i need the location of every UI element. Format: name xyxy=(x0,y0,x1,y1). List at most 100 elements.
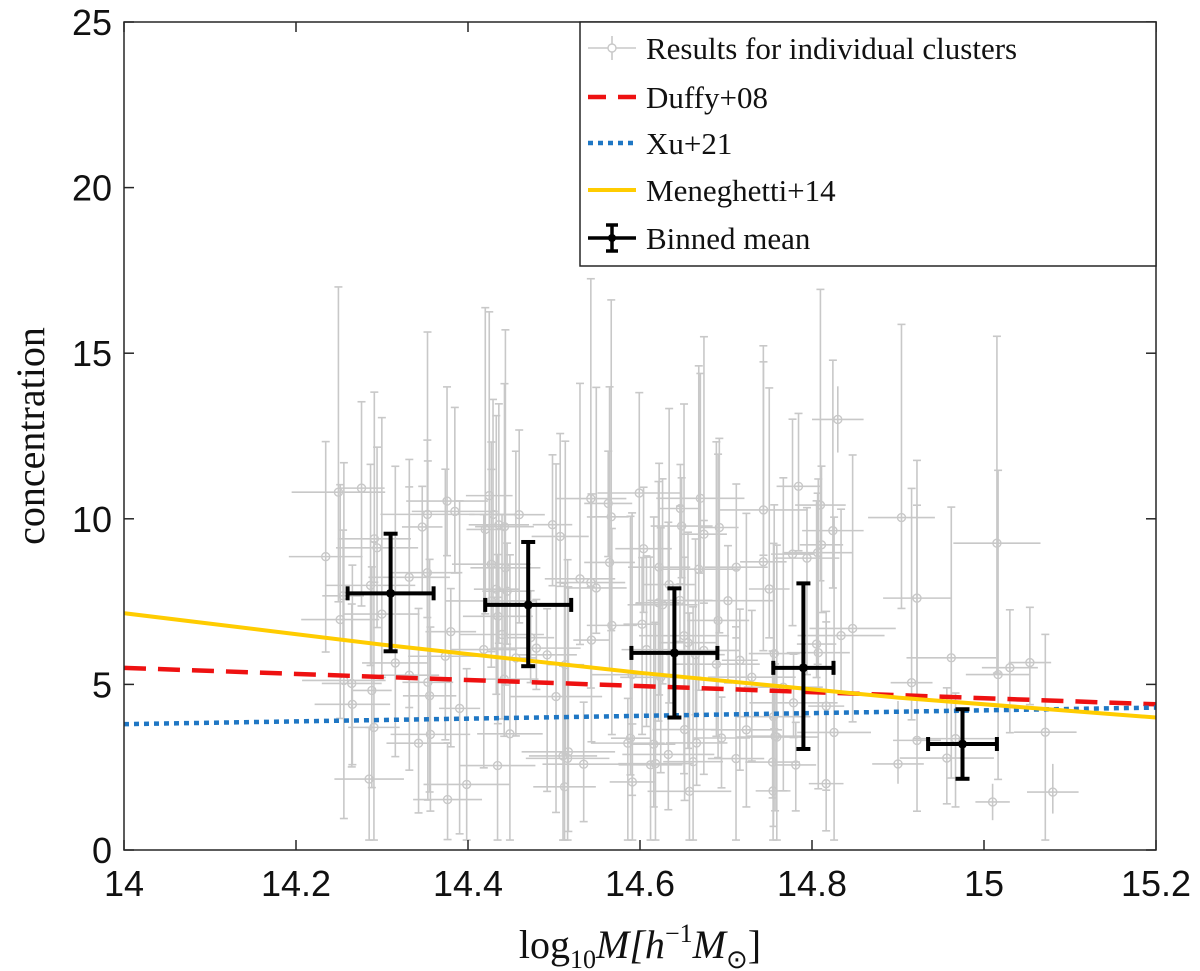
cluster-marker xyxy=(531,643,542,653)
cluster-marker xyxy=(454,703,465,714)
individual-cluster-point xyxy=(390,626,471,812)
individual-cluster-point xyxy=(288,440,363,653)
cluster-marker xyxy=(896,512,907,523)
individual-cluster-point xyxy=(610,515,650,776)
legend-label: Duffy+08 xyxy=(646,80,768,115)
individual-cluster-point xyxy=(682,544,773,684)
individual-cluster-point xyxy=(797,516,872,841)
x-tick-label: 14.6 xyxy=(605,863,675,904)
cluster-marker xyxy=(1005,663,1015,673)
ticks-layer: 14 14.2 14.4 14.6 14.8 15 15.2 0 5 10 15 20 25 xyxy=(72,2,1191,904)
legend: Results for individual clusters Duffy+08 X… xyxy=(579,21,1157,267)
cluster-marker xyxy=(735,655,745,665)
y-tick-label: 20 xyxy=(72,168,112,209)
cluster-marker xyxy=(912,593,922,603)
x-tick-label: 15.2 xyxy=(1121,863,1191,904)
individual-cluster-point xyxy=(809,454,896,723)
individual-cluster-point xyxy=(808,621,845,791)
individual-cluster-point xyxy=(301,483,380,720)
individual-cluster-point xyxy=(291,286,386,603)
individual-cluster-point xyxy=(593,299,629,632)
x-tick-label: 14.4 xyxy=(433,863,503,904)
individual-cluster-point xyxy=(533,582,596,841)
individual-cluster-point xyxy=(812,386,864,453)
cluster-marker xyxy=(731,562,741,572)
individual-cluster-point xyxy=(719,361,808,557)
cluster-marker xyxy=(492,760,503,771)
cluster-marker xyxy=(741,725,752,735)
binned-marker xyxy=(669,648,679,658)
model-curves-layer xyxy=(123,611,1157,727)
binned-mean-point xyxy=(771,581,836,751)
cluster-marker xyxy=(688,756,698,767)
cluster-marker xyxy=(650,758,661,769)
individual-cluster-point xyxy=(872,700,924,784)
cluster-marker xyxy=(695,493,706,504)
cluster-marker xyxy=(606,512,616,522)
individual-cluster-point xyxy=(710,512,782,808)
individual-cluster-point xyxy=(477,554,543,841)
individual-cluster-point xyxy=(975,783,1010,821)
legend-label: Binned mean xyxy=(646,221,811,256)
cluster-marker xyxy=(769,648,779,659)
cluster-marker xyxy=(542,650,552,660)
cluster-marker xyxy=(816,540,827,550)
cluster-marker xyxy=(645,760,656,770)
cluster-marker xyxy=(390,658,401,668)
x-axis-label: log10M[h−1M⊙] xyxy=(519,919,761,971)
cluster-marker xyxy=(663,749,674,760)
cluster-marker xyxy=(499,521,510,532)
legend-item: Binned mean xyxy=(588,221,811,256)
cluster-marker xyxy=(711,659,722,669)
individual-cluster-point xyxy=(509,463,603,814)
cluster-marker xyxy=(461,779,472,790)
individual-cluster-point xyxy=(906,506,997,779)
cluster-marker xyxy=(828,525,838,536)
legend-item: Results for individual clusters xyxy=(588,31,1017,66)
cluster-marker xyxy=(713,615,723,626)
individual-cluster-point xyxy=(408,468,483,741)
cluster-marker xyxy=(502,586,512,596)
cluster-marker xyxy=(423,677,433,688)
cluster-marker xyxy=(788,698,799,708)
individual-cluster-point xyxy=(618,556,683,841)
cluster-marker xyxy=(637,619,647,629)
legend-label: Results for individual clusters xyxy=(646,31,1017,66)
individual-cluster-point xyxy=(406,386,488,557)
individual-cluster-point xyxy=(1008,606,1052,706)
cluster-marker xyxy=(413,738,424,748)
cluster-marker xyxy=(586,635,597,645)
individual-cluster-point xyxy=(782,492,853,666)
cluster-marker xyxy=(791,760,801,770)
cluster-marker xyxy=(829,727,839,738)
cluster-marker xyxy=(802,553,812,563)
binned-marker xyxy=(798,663,808,673)
individual-cluster-point xyxy=(622,521,715,811)
cluster-marker xyxy=(335,614,345,625)
cluster-marker xyxy=(625,733,636,743)
individual-cluster-point xyxy=(650,477,713,579)
y-axis-label: concentration xyxy=(8,327,53,545)
individual-cluster-point xyxy=(386,607,451,814)
binned-mean-point xyxy=(345,531,436,654)
legend-swatch xyxy=(608,234,616,242)
cluster-marker xyxy=(758,557,769,567)
cluster-marker xyxy=(946,653,956,663)
curve-duffy-08 xyxy=(123,665,1157,707)
x-tick-label: 15 xyxy=(964,863,1004,904)
cluster-marker xyxy=(558,751,568,761)
cluster-marker xyxy=(638,543,649,554)
binned-marker xyxy=(386,588,396,598)
cluster-marker xyxy=(714,522,725,533)
curve-xu-21 xyxy=(123,705,1157,727)
legend-item: Xu+21 xyxy=(588,126,732,161)
cluster-marker xyxy=(604,557,615,568)
legend-swatch xyxy=(607,43,617,53)
individual-cluster-point xyxy=(686,453,750,759)
individual-clusters-layer xyxy=(288,277,1079,841)
x-tick-label: 14.8 xyxy=(777,863,847,904)
cluster-marker xyxy=(551,691,561,702)
binned-mean-layer xyxy=(345,531,999,781)
cluster-marker xyxy=(450,506,460,517)
